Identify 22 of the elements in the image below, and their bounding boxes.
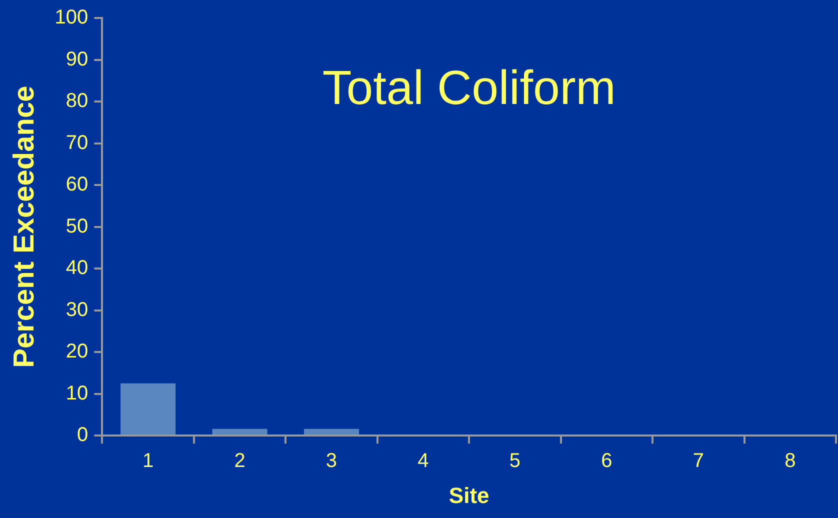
x-tick-label: 1 xyxy=(142,450,154,472)
text: Total Coliform xyxy=(322,62,616,116)
x-tick-label: 5 xyxy=(509,450,521,472)
y-tick-label: 30 xyxy=(66,298,88,321)
y-tick-label: 80 xyxy=(66,90,88,112)
x-tick-label: 4 xyxy=(418,450,429,472)
x-tick-label: 6 xyxy=(601,450,612,472)
y-tick-label: 10 xyxy=(66,382,88,404)
y-axis-title: Percent Exceedance xyxy=(8,86,40,368)
y-tick-label: 50 xyxy=(66,215,88,238)
y-tick-label: 20 xyxy=(66,340,88,363)
x-tick-label: 2 xyxy=(234,450,246,472)
y-tick-label: 0 xyxy=(77,424,88,446)
y-tick-label: 100 xyxy=(54,6,88,29)
x-tick-label: 3 xyxy=(326,450,338,472)
x-axis-title: Site xyxy=(448,482,490,508)
y-tick-label: 40 xyxy=(66,257,88,280)
y-tick-label: 90 xyxy=(66,48,88,70)
y-tick-label: 60 xyxy=(66,174,88,196)
x-tick-label: 8 xyxy=(784,450,796,472)
x-tick-label: 7 xyxy=(692,450,704,472)
y-tick-label: 70 xyxy=(66,132,88,154)
